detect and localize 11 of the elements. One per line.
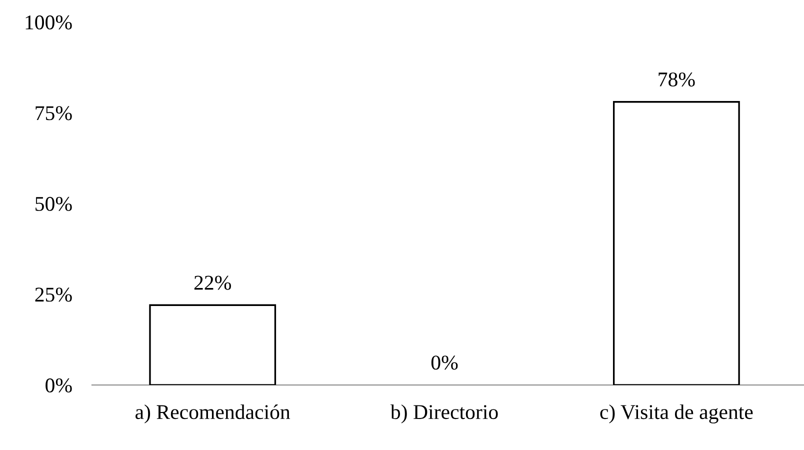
x-tick-label: b) Directorio [390, 404, 498, 424]
y-tick-label: 100% [26, 15, 72, 30]
data-label: 78% [658, 72, 695, 87]
y-tick-label: 25% [35, 288, 72, 302]
y-tick-label: 0% [46, 378, 72, 392]
data-label: 22% [194, 276, 231, 290]
x-tick-label: c) Visita de agente [600, 404, 753, 424]
x-tick-label: a) Recomendación [136, 404, 290, 424]
data-label: 0% [431, 356, 458, 370]
y-tick-label: 50% [36, 196, 72, 211]
y-tick-label: 75% [36, 106, 72, 120]
